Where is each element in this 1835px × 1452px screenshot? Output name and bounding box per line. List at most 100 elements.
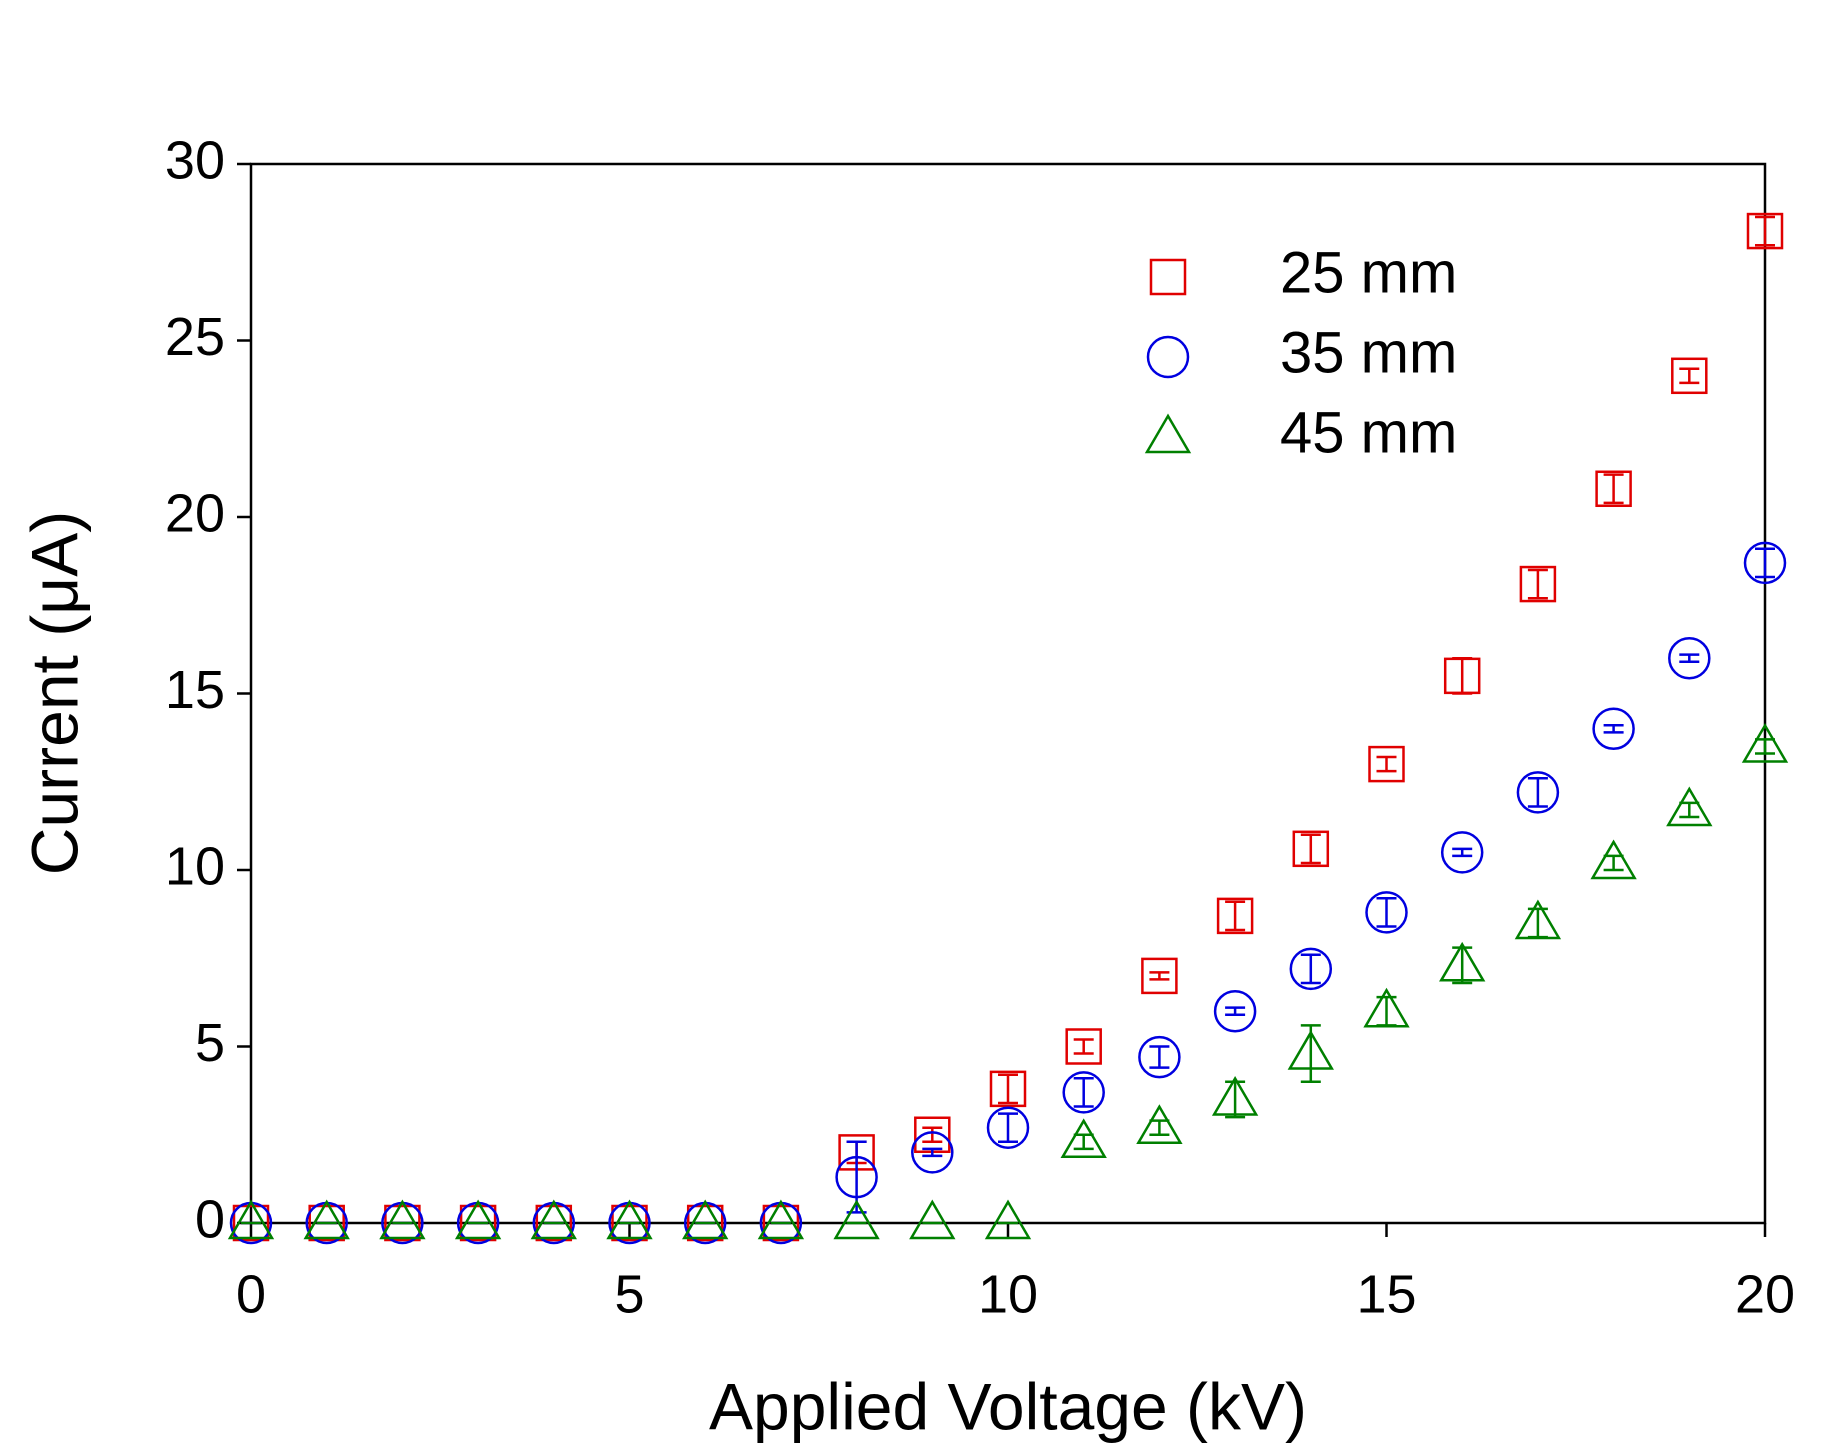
error-bar — [1376, 896, 1397, 928]
error-bar — [1527, 568, 1548, 600]
data-point — [227, 1199, 275, 1240]
x-axis-title: Applied Voltage (kV) — [709, 1369, 1307, 1443]
data-point — [606, 1199, 653, 1240]
data-point — [1216, 897, 1254, 935]
data-point — [1746, 212, 1784, 250]
data-point — [1743, 541, 1787, 585]
data-point — [1668, 636, 1711, 680]
legend-label: 35 mm — [1280, 320, 1457, 385]
data-point — [379, 1199, 426, 1240]
legend-label: 25 mm — [1280, 240, 1457, 305]
data-point — [1211, 1075, 1259, 1116]
data-point — [308, 1204, 345, 1242]
error-bar — [1225, 1080, 1246, 1119]
x-tick-label: 15 — [1356, 1264, 1416, 1324]
data-point — [1592, 707, 1635, 751]
data-point — [1062, 1071, 1105, 1114]
error-bar — [998, 1112, 1018, 1144]
data-point — [1440, 831, 1484, 874]
data-point — [686, 1204, 724, 1242]
data-point — [1741, 722, 1789, 763]
data-point — [986, 1106, 1030, 1149]
data-point — [762, 1204, 800, 1242]
y-tick-label: 30 — [165, 130, 225, 190]
data-point — [1060, 1118, 1107, 1159]
data-point — [757, 1199, 805, 1240]
data-point — [1595, 470, 1632, 508]
error-bar — [1149, 971, 1170, 981]
data-point — [1141, 957, 1178, 995]
data-point — [1292, 830, 1330, 868]
error-bar — [1603, 854, 1624, 872]
data-point — [1590, 839, 1637, 880]
data-point — [232, 1204, 270, 1242]
error-bar — [1376, 755, 1397, 773]
legend-marker — [1149, 258, 1187, 296]
x-tick-label: 0 — [236, 1264, 266, 1324]
error-bar — [1149, 1119, 1170, 1136]
data-point — [1138, 1035, 1181, 1079]
error-bar — [1603, 473, 1624, 505]
data-point — [1443, 657, 1481, 695]
error-bar — [1603, 724, 1624, 734]
y-tick-label: 0 — [195, 1189, 225, 1249]
error-bar — [1073, 1133, 1094, 1151]
data-point — [1368, 745, 1405, 783]
x-tick-label: 10 — [978, 1264, 1038, 1324]
data-point — [1439, 941, 1486, 982]
error-bar — [1149, 1045, 1170, 1069]
data-point — [611, 1204, 648, 1242]
error-bar — [1679, 801, 1700, 819]
error-bar — [1225, 900, 1246, 932]
data-point — [1516, 771, 1560, 814]
data-point — [1065, 1028, 1102, 1065]
data-point — [1136, 1104, 1183, 1144]
data-point — [909, 1199, 956, 1240]
y-tick-label: 25 — [165, 307, 225, 367]
data-point — [1287, 1030, 1334, 1070]
data-point — [911, 1131, 954, 1174]
plot-frame — [249, 162, 1767, 1225]
error-bar — [1679, 367, 1700, 385]
data-point — [384, 1204, 421, 1242]
data-point — [303, 1199, 350, 1240]
error-bar — [1452, 656, 1473, 695]
error-bar — [1755, 215, 1775, 247]
y-tick-label: 20 — [165, 483, 225, 543]
legend-label: 45 mm — [1280, 400, 1457, 465]
error-bar — [1300, 833, 1321, 865]
data-point — [1519, 565, 1557, 603]
y-axis-title: Current (μA) — [17, 511, 91, 875]
y-tick-label: 10 — [165, 836, 225, 896]
data-point — [1289, 947, 1333, 991]
error-bar — [1300, 953, 1321, 985]
data-point — [1666, 786, 1713, 827]
error-bar — [1452, 946, 1473, 985]
data-point — [835, 1155, 878, 1199]
error-bar — [1755, 738, 1775, 755]
data-point — [535, 1204, 573, 1242]
error-bar — [1225, 1006, 1246, 1016]
y-tick-label: 5 — [195, 1013, 225, 1073]
error-bar — [922, 1126, 943, 1144]
data-point — [1365, 891, 1408, 934]
data-point — [459, 1204, 497, 1242]
error-bar — [922, 1147, 943, 1158]
data-point — [530, 1199, 577, 1240]
data-point — [1671, 357, 1708, 395]
y-tick-label: 15 — [165, 660, 225, 720]
data-point — [1213, 989, 1257, 1033]
x-tick-label: 20 — [1735, 1264, 1795, 1324]
error-bar — [998, 1073, 1018, 1105]
data-point — [1363, 987, 1410, 1028]
data-point — [454, 1199, 502, 1240]
error-bar — [1679, 653, 1700, 663]
data-point — [984, 1199, 1032, 1240]
error-bar — [1755, 547, 1775, 579]
error-bar — [1452, 847, 1473, 858]
error-bar — [1073, 1077, 1094, 1108]
error-bar — [1073, 1038, 1094, 1055]
data-point — [1514, 899, 1562, 940]
data-point — [989, 1070, 1027, 1108]
